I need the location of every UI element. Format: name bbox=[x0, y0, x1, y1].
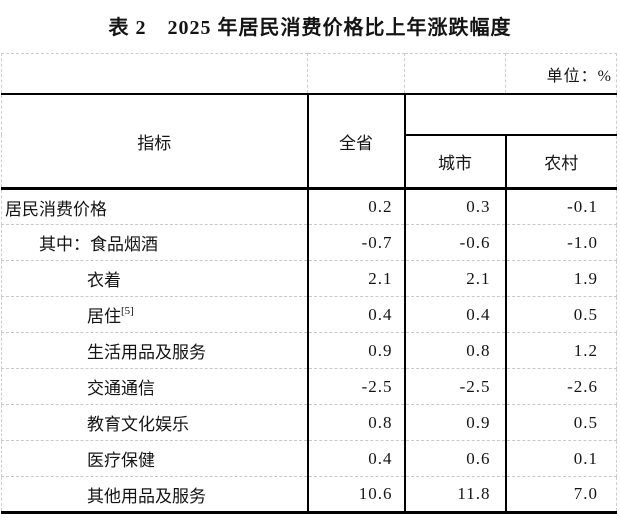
row-label: 交通通信 bbox=[87, 379, 155, 398]
table-body: 居民消费价格 0.2 0.3 -0.1 其中：食品烟酒 -0.7 -0.6 -1.0 衣着 2.1… bbox=[1, 188, 617, 514]
value-cell: 0.2 bbox=[307, 188, 406, 225]
value-cell: 0.4 bbox=[404, 296, 507, 333]
value-cell: 0.4 bbox=[307, 296, 406, 333]
value-cell: 0.1 bbox=[505, 440, 617, 477]
value-cell: 0.9 bbox=[307, 332, 406, 369]
unit-row: 单位：% bbox=[1, 53, 617, 95]
value-cell: -0.6 bbox=[404, 224, 507, 261]
row-label-cell: 其中：食品烟酒 bbox=[1, 224, 309, 261]
value-cell: 2.1 bbox=[307, 260, 406, 297]
value-cell: -0.1 bbox=[505, 188, 617, 225]
row-label: 衣着 bbox=[87, 271, 121, 290]
price-table: 单位：% 指标 全省 城市 农村 居民消费价格 0.2 0.3 -0.1 其中：食品烟酒… bbox=[1, 53, 617, 514]
value-cell: 11.8 bbox=[404, 476, 507, 514]
row-label: 其中：食品烟酒 bbox=[39, 235, 158, 254]
value-cell: -0.7 bbox=[307, 224, 406, 261]
value-cell: 10.6 bbox=[307, 476, 406, 514]
value-cell: 2.1 bbox=[404, 260, 507, 297]
value-cell: 0.9 bbox=[404, 404, 507, 441]
value-cell: 1.2 bbox=[505, 332, 617, 369]
value-cell: 0.4 bbox=[307, 440, 406, 477]
unit-row-spacer-1 bbox=[1, 53, 308, 95]
table-row: 教育文化娱乐 0.8 0.9 0.5 bbox=[1, 404, 617, 441]
row-label: 其他用品及服务 bbox=[87, 486, 206, 506]
header-row-sub: 城市 农村 bbox=[2, 134, 617, 190]
table-row: 居住[5] 0.4 0.4 0.5 bbox=[1, 296, 617, 333]
table-row: 衣着 2.1 2.1 1.9 bbox=[1, 260, 617, 297]
table-row: 居民消费价格 0.2 0.3 -0.1 bbox=[1, 188, 617, 225]
row-label-cell: 交通通信 bbox=[1, 368, 309, 405]
row-label-cell: 居民消费价格 bbox=[1, 188, 309, 225]
table-row: 其他用品及服务 10.6 11.8 7.0 bbox=[1, 476, 617, 514]
value-cell: 1.9 bbox=[505, 260, 617, 297]
row-label-cell: 生活用品及服务 bbox=[1, 332, 309, 369]
table-row: 生活用品及服务 0.9 0.8 1.2 bbox=[1, 332, 617, 369]
value-cell: -2.5 bbox=[307, 368, 406, 405]
value-cell: -1.0 bbox=[505, 224, 617, 261]
header-cell-indicator: 指标 bbox=[1, 93, 309, 190]
row-label: 医疗保健 bbox=[87, 451, 155, 470]
table-row: 交通通信 -2.5 -2.5 -2.6 bbox=[1, 368, 617, 405]
value-cell: 0.3 bbox=[404, 188, 507, 225]
row-label-cell: 医疗保健 bbox=[1, 440, 309, 477]
unit-row-spacer-3 bbox=[404, 53, 506, 95]
value-cell: 0.6 bbox=[404, 440, 507, 477]
value-cell: 0.5 bbox=[505, 296, 617, 333]
row-label-cell: 衣着 bbox=[1, 260, 309, 297]
header-cell-rural: 农村 bbox=[504, 134, 617, 190]
row-label: 居住 bbox=[87, 307, 121, 326]
table-head: 单位：% 指标 全省 城市 农村 bbox=[1, 53, 617, 190]
header-spacer-cell bbox=[404, 93, 617, 136]
unit-row-spacer-2 bbox=[307, 53, 405, 95]
value-cell: 7.0 bbox=[505, 476, 617, 514]
header-row-top: 指标 全省 bbox=[1, 93, 617, 190]
header-cell-province: 全省 bbox=[306, 93, 406, 190]
unit-label: 单位：% bbox=[505, 53, 617, 95]
value-cell: 0.8 bbox=[307, 404, 406, 441]
header-cell-city: 城市 bbox=[403, 134, 507, 190]
value-cell: 0.5 bbox=[505, 404, 617, 441]
row-label: 教育文化娱乐 bbox=[87, 415, 189, 434]
table-title: 表 2 2025 年居民消费价格比上年涨跌幅度 bbox=[108, 17, 512, 39]
table-row: 医疗保健 0.4 0.6 0.1 bbox=[1, 440, 617, 477]
row-label-cell: 其他用品及服务 bbox=[1, 476, 309, 514]
row-label: 居民消费价格 bbox=[5, 199, 107, 219]
value-cell: -2.6 bbox=[505, 368, 617, 405]
row-label: 生活用品及服务 bbox=[87, 343, 206, 362]
row-label-cell: 教育文化娱乐 bbox=[1, 404, 309, 441]
value-cell: -2.5 bbox=[404, 368, 507, 405]
row-label-cell: 居住[5] bbox=[1, 296, 309, 333]
value-cell: 0.8 bbox=[404, 332, 507, 369]
table-row: 其中：食品烟酒 -0.7 -0.6 -1.0 bbox=[1, 224, 617, 261]
footnote-ref: [5] bbox=[121, 305, 134, 318]
